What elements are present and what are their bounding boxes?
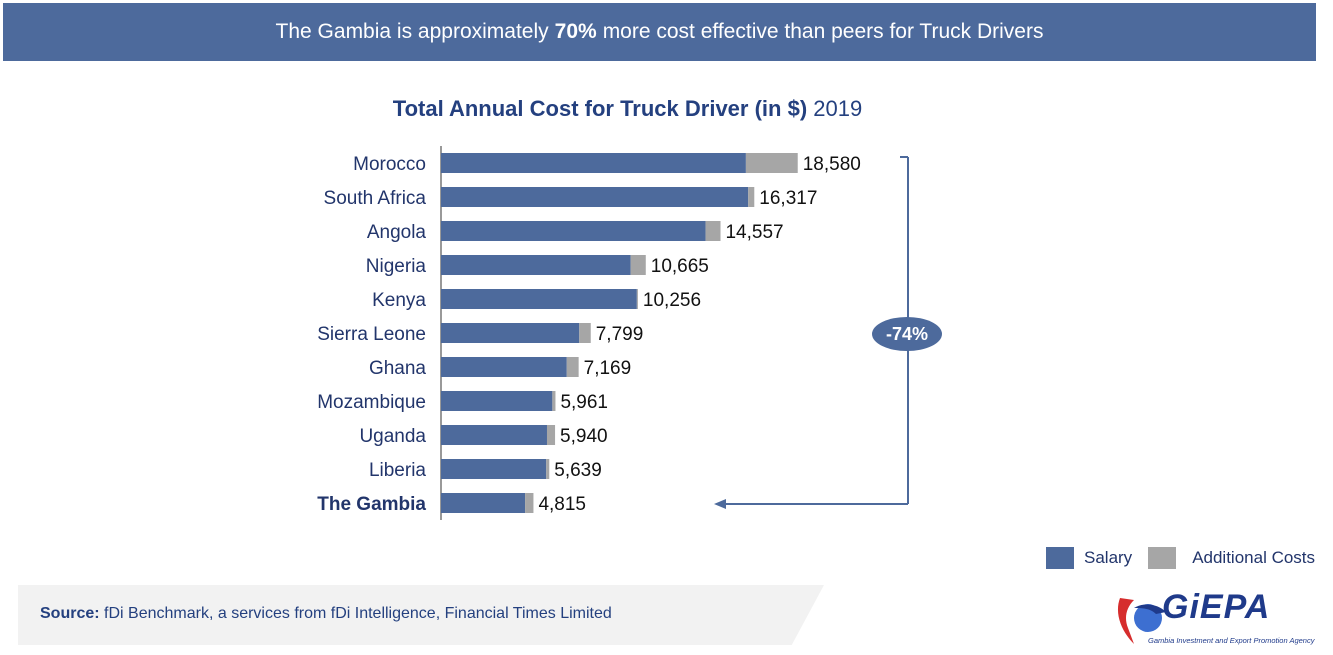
source-detail: fDi Benchmark, a services from fDi Intel… — [104, 605, 612, 622]
category-label-angola: Angola — [367, 222, 427, 243]
bar-salary-morocco — [441, 153, 746, 173]
bar-additional-angola — [705, 221, 721, 241]
bar-additional-mozambique — [552, 391, 556, 411]
bar-additional-kenya — [636, 289, 638, 309]
bar-salary-angola — [441, 221, 706, 241]
headline-banner: The Gambia is approximately 70% more cos… — [3, 3, 1316, 61]
reduction-badge: -74% — [872, 317, 942, 351]
bar-additional-sierra-leone — [579, 323, 591, 343]
bar-additional-ghana — [566, 357, 579, 377]
bar-additional-the-gambia — [525, 493, 534, 513]
bar-salary-kenya — [441, 289, 637, 309]
category-label-uganda: Uganda — [359, 426, 426, 447]
giepa-logo: GiEPA Gambia Investment and Export Promo… — [1112, 588, 1322, 650]
category-label-liberia: Liberia — [369, 460, 426, 481]
logo-text: GiEPA — [1162, 588, 1271, 626]
total-label-morocco: 18,580 — [803, 154, 861, 175]
bar-additional-liberia — [546, 459, 550, 479]
legend-label-additional: Additional Costs — [1192, 548, 1316, 567]
bar-salary-ghana — [441, 357, 567, 377]
chart-title-year: 2019 — [813, 96, 863, 121]
category-label-ghana: Ghana — [369, 358, 426, 379]
bar-additional-south-africa — [748, 187, 755, 207]
total-label-uganda: 5,940 — [560, 426, 608, 447]
category-label-sierra-leone: Sierra Leone — [317, 324, 426, 345]
category-label-kenya: Kenya — [372, 290, 426, 311]
banner-highlight: 70% — [554, 20, 597, 43]
source-box: Source: fDi Benchmark, a services from f… — [18, 585, 824, 645]
category-label-south-africa: South Africa — [324, 188, 427, 209]
chart-title: Total Annual Cost for Truck Driver (in $… — [0, 96, 1255, 122]
bar-salary-sierra-leone — [441, 323, 580, 343]
banner-text-after: more cost effective than peers for Truck… — [602, 20, 1044, 43]
bar-salary-mozambique — [441, 391, 553, 411]
total-label-kenya: 10,256 — [643, 290, 701, 311]
banner-text-before: The Gambia is approximately — [275, 20, 549, 43]
bar-additional-uganda — [546, 425, 556, 445]
category-label-mozambique: Mozambique — [317, 392, 426, 413]
source-text: Source: fDi Benchmark, a services from f… — [40, 605, 612, 623]
bar-salary-nigeria — [441, 255, 631, 275]
logo-subtitle: Gambia Investment and Export Promotion A… — [1148, 636, 1315, 645]
source-label: Source: — [40, 605, 100, 622]
bar-salary-uganda — [441, 425, 547, 445]
bar-additional-morocco — [745, 153, 798, 173]
total-label-angola: 14,557 — [725, 222, 783, 243]
total-label-the-gambia: 4,815 — [538, 494, 586, 515]
chart-title-main: Total Annual Cost for Truck Driver (in $… — [392, 96, 808, 121]
bar-salary-the-gambia — [441, 493, 526, 513]
bracket-arrow-head — [714, 499, 726, 509]
category-label-the-gambia: The Gambia — [317, 494, 426, 515]
legend-swatch-salary — [1046, 547, 1074, 569]
category-label-morocco: Morocco — [353, 154, 426, 175]
bar-salary-liberia — [441, 459, 547, 479]
legend-swatch-additional — [1148, 547, 1177, 569]
total-label-nigeria: 10,665 — [651, 256, 709, 277]
total-label-sierra-leone: 7,799 — [596, 324, 644, 345]
chart-legend: Salary Additional Costs — [1046, 546, 1315, 570]
total-label-ghana: 7,169 — [584, 358, 632, 379]
total-label-liberia: 5,639 — [554, 460, 602, 481]
total-label-mozambique: 5,961 — [560, 392, 608, 413]
category-label-nigeria: Nigeria — [366, 256, 427, 277]
total-label-south-africa: 16,317 — [759, 188, 817, 209]
logo-emblem-icon — [1117, 598, 1166, 644]
bar-additional-nigeria — [630, 255, 646, 275]
legend-label-salary: Salary — [1084, 548, 1133, 567]
bar-salary-south-africa — [441, 187, 749, 207]
